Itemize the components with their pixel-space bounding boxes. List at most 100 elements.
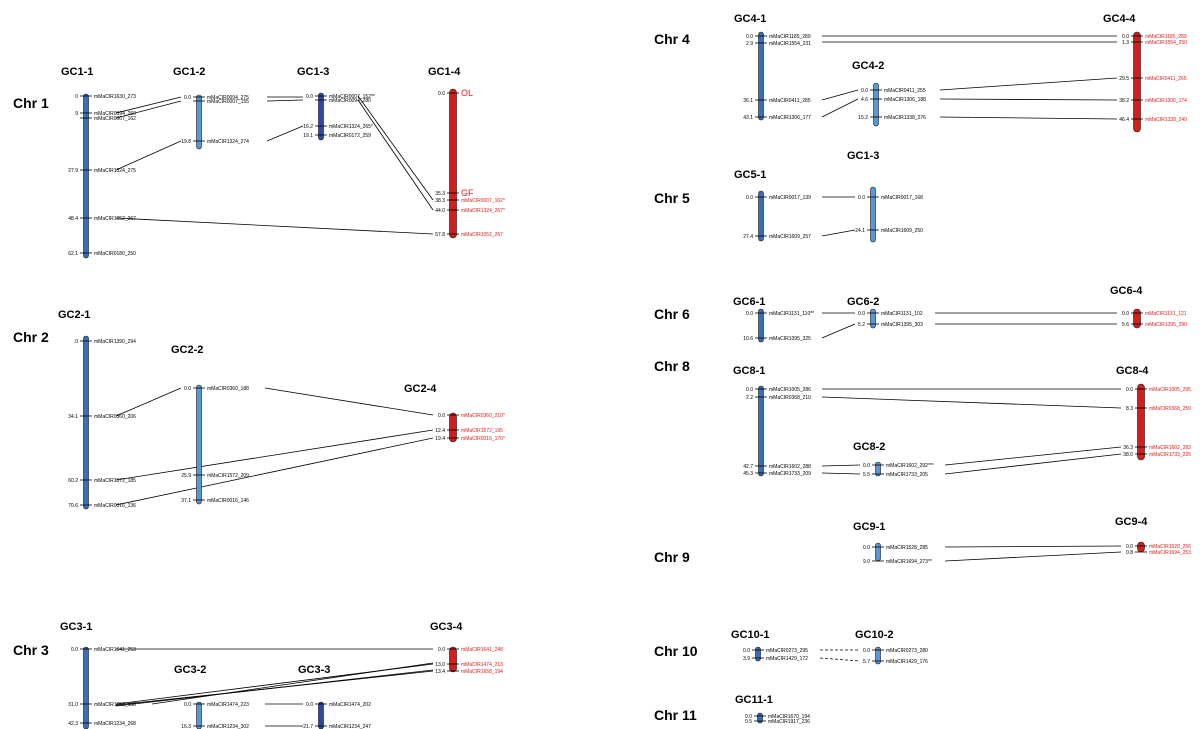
- homology-connector: [115, 437, 434, 506]
- marker-position: 0.0: [306, 94, 313, 100]
- marker-position: 0.0: [746, 387, 753, 393]
- marker-position: 5.2: [858, 322, 865, 328]
- marker-label: mMaCIR1306_174: [1145, 98, 1187, 104]
- marker-position: 57.8: [435, 232, 445, 238]
- marker-label: mMaCIR0368_210: [769, 395, 811, 401]
- marker-position: 13.4: [435, 669, 445, 675]
- chromosome-bar: [758, 308, 764, 343]
- marker-position: 0.0: [858, 195, 865, 201]
- homology-connector: [821, 229, 856, 237]
- marker-label: mMaCIR1338_276: [884, 115, 926, 121]
- marker-position: 0.0: [863, 463, 870, 469]
- marker-position: 42.7: [743, 464, 753, 470]
- trait-label: GF: [461, 188, 474, 198]
- linkage-group: GC2-1 .0 mMaCIR1390_294 34.1 mMaCIR0360_206 6…: [58, 309, 136, 510]
- marker-position: 31.0: [68, 702, 78, 708]
- marker-position: 0.0: [745, 714, 752, 720]
- chromosome-bar: [755, 646, 761, 662]
- marker-label: mMaCIR0360_206: [94, 414, 136, 420]
- marker-label: mMaCIR0016_136: [94, 503, 136, 509]
- marker-label: mMaCIR1474_202: [329, 702, 371, 708]
- linkage-group-title: GC1-3: [847, 150, 879, 162]
- marker-label: mMaCIR0007_162*: [461, 198, 505, 204]
- marker-label: mMaCIR0017_168: [881, 195, 923, 201]
- linkage-group: GC8-2 0.0 mMaCIR1602_292*** 5.5 mMaCIR1733_2…: [853, 441, 934, 478]
- linkage-group: GC6-1 0.0 mMaCIR1131_110** 10.6 mMaCIR1395_3…: [733, 296, 814, 343]
- chromosome-bar: [873, 82, 879, 127]
- marker-position: 12.4: [435, 428, 445, 434]
- marker-label: mMaCIR1324_265*: [329, 124, 373, 130]
- linkage-group: GC4-2 0.0 mMaCIR0411_255 4.6 mMaCIR1306_188 1…: [852, 60, 926, 127]
- chromosome-bar: [196, 701, 202, 729]
- marker-position: 16.2: [303, 124, 313, 130]
- linkage-group-title: GC2-1: [58, 309, 90, 321]
- linkage-group-title: GC2-4: [404, 383, 437, 395]
- marker-label: mMaCIR0273_295: [766, 648, 808, 654]
- marker-label: mMaCIR1234_247: [329, 724, 371, 729]
- marker-label: mMaCIR1641_253: [94, 647, 136, 653]
- homology-connector: [115, 429, 434, 481]
- marker-label: mMaCIR1694_273**: [886, 559, 932, 565]
- marker-label: mMaCIR1131_110**: [769, 311, 814, 317]
- chromosome-bar: [875, 646, 881, 665]
- marker-position: 0.0: [861, 88, 868, 94]
- marker-position: 36.3: [1123, 445, 1133, 451]
- chromosome-label: Chr 6: [654, 306, 690, 322]
- marker-label: mMaCIR0360_188: [207, 386, 249, 392]
- marker-position: 0.0: [306, 702, 313, 708]
- linkage-group: GC10-2 0.0 mMaCIR0273_280 5.7 mMaCIR1429_176: [855, 629, 928, 665]
- marker-label: mMaCIR1338_249: [1145, 117, 1187, 123]
- marker-position: 27.4: [743, 234, 753, 240]
- marker-label: mMaCIR1324_267*: [461, 208, 505, 214]
- chromosome-bar: [449, 88, 457, 239]
- marker-position: 0.0: [863, 545, 870, 551]
- chromosome-bar: [870, 186, 876, 243]
- marker-position: 0.0: [438, 413, 445, 419]
- marker-position: 3.9: [743, 656, 750, 662]
- marker-label: mMaCIR1306_188: [884, 97, 926, 103]
- chromosome-bar: [1133, 308, 1141, 329]
- marker-label: mMaCIR0368_259: [1149, 406, 1191, 412]
- marker-label: mMaCIR1609_250: [881, 228, 923, 234]
- marker-label: mMaCIR1658_194: [461, 669, 503, 675]
- chromosome-bar: [83, 335, 89, 510]
- homology-connector: [115, 669, 434, 707]
- marker-position: 9.0: [863, 559, 870, 565]
- linkage-group-title: GC2-2: [171, 344, 203, 356]
- chromosome-bar: [758, 190, 764, 242]
- linkage-group: GC2-4 0.0 mMaCIR0360_210* 12.4 mMaCIR1572_19…: [404, 383, 505, 443]
- marker-position: 0.0: [863, 648, 870, 654]
- marker-label: mMaCIR1602_292***: [886, 463, 934, 469]
- marker-label: mMaCIR0094_269: [94, 111, 136, 117]
- homology-connector: [821, 98, 859, 118]
- chromosome-label: Chr 9: [654, 549, 690, 565]
- marker-label: mMaCIR1131_102: [881, 311, 923, 317]
- marker-label: mMaCIR1572_195: [461, 428, 503, 434]
- chromosome-bar: [757, 712, 763, 724]
- marker-position: 0.0: [858, 311, 865, 317]
- homology-connector: [115, 140, 182, 171]
- homology-connector: [115, 387, 182, 417]
- marker-label: mMaCIR1474_223: [207, 702, 249, 708]
- homology-connector: [819, 657, 861, 662]
- marker-position: 45.3: [743, 471, 753, 477]
- marker-label: mMaCIR1609_257: [769, 234, 811, 240]
- marker-position: 0.0: [1126, 544, 1133, 550]
- marker-position: 19.4: [435, 436, 445, 442]
- homology-connector: [357, 99, 434, 211]
- chromosome-bar: [875, 461, 881, 477]
- marker-label: mMaCIR1572_209: [207, 473, 249, 479]
- marker-label: mMaCIR1554_231: [769, 41, 811, 47]
- marker-position: 19.8: [181, 139, 191, 145]
- homology-connector: [939, 77, 1118, 91]
- marker-position: 29.5: [1119, 76, 1129, 82]
- homology-connector: [944, 453, 1122, 475]
- chromosome-bar: [875, 542, 881, 562]
- marker-position: 2.2: [746, 395, 753, 401]
- homology-connector: [115, 96, 182, 114]
- marker-position: 0: [75, 94, 78, 100]
- linkage-group: GC3-2 0.0 mMaCIR1474_223 16.3 mMaCIR1234_302: [174, 664, 249, 729]
